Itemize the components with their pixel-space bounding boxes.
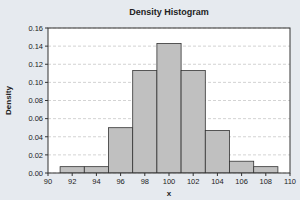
x-tick <box>169 173 170 176</box>
x-tick-label: 90 <box>44 177 52 186</box>
bar <box>133 71 157 173</box>
x-tick-label: 102 <box>187 177 200 186</box>
bar <box>230 161 254 173</box>
x-tick <box>193 173 194 176</box>
plot-frame <box>48 28 290 173</box>
x-tick-label: 104 <box>211 177 224 186</box>
bar <box>60 167 84 173</box>
x-tick <box>144 173 145 176</box>
x-tick-label: 110 <box>284 177 296 186</box>
bar <box>84 167 108 173</box>
y-tick-label: 0.10 <box>28 78 43 87</box>
y-tick-label: 0.04 <box>28 133 43 142</box>
y-tick-label: 0.08 <box>28 96 43 105</box>
bar <box>205 130 229 173</box>
x-tick-label: 98 <box>141 177 149 186</box>
bar <box>157 43 181 173</box>
x-tick-label: 108 <box>260 177 273 186</box>
plot-area <box>48 28 290 173</box>
x-tick <box>48 173 49 176</box>
x-tick-label: 96 <box>116 177 124 186</box>
y-tick-label: 0.00 <box>28 169 43 178</box>
y-tick-label: 0.06 <box>28 114 43 123</box>
chart: 0.00 0.02 0.04 0.06 0.08 0.10 0.12 0.14 0.16 90 92… <box>0 0 300 200</box>
y-axis-label: Density <box>4 86 13 115</box>
y-tick-label: 0.16 <box>28 24 43 33</box>
x-tick <box>217 173 218 176</box>
title: Density Histogram <box>129 7 209 17</box>
x-tick-label: 94 <box>92 177 100 186</box>
x-axis-label: x <box>167 189 172 198</box>
bar <box>181 71 205 173</box>
x-tick-label: 106 <box>235 177 248 186</box>
x-tick <box>290 173 291 176</box>
x-tick <box>96 173 97 176</box>
x-tick-label: 92 <box>68 177 76 186</box>
y-tick-label: 0.02 <box>28 151 43 160</box>
x-tick <box>265 173 266 176</box>
bar <box>109 128 133 173</box>
x-tick <box>120 173 121 176</box>
y-tick-label: 0.12 <box>28 60 43 69</box>
x-tick-label: 100 <box>163 177 176 186</box>
x-tick <box>72 173 73 176</box>
bar <box>254 167 278 173</box>
y-tick-label: 0.14 <box>28 42 43 51</box>
bars <box>60 43 278 173</box>
x-tick <box>241 173 242 176</box>
